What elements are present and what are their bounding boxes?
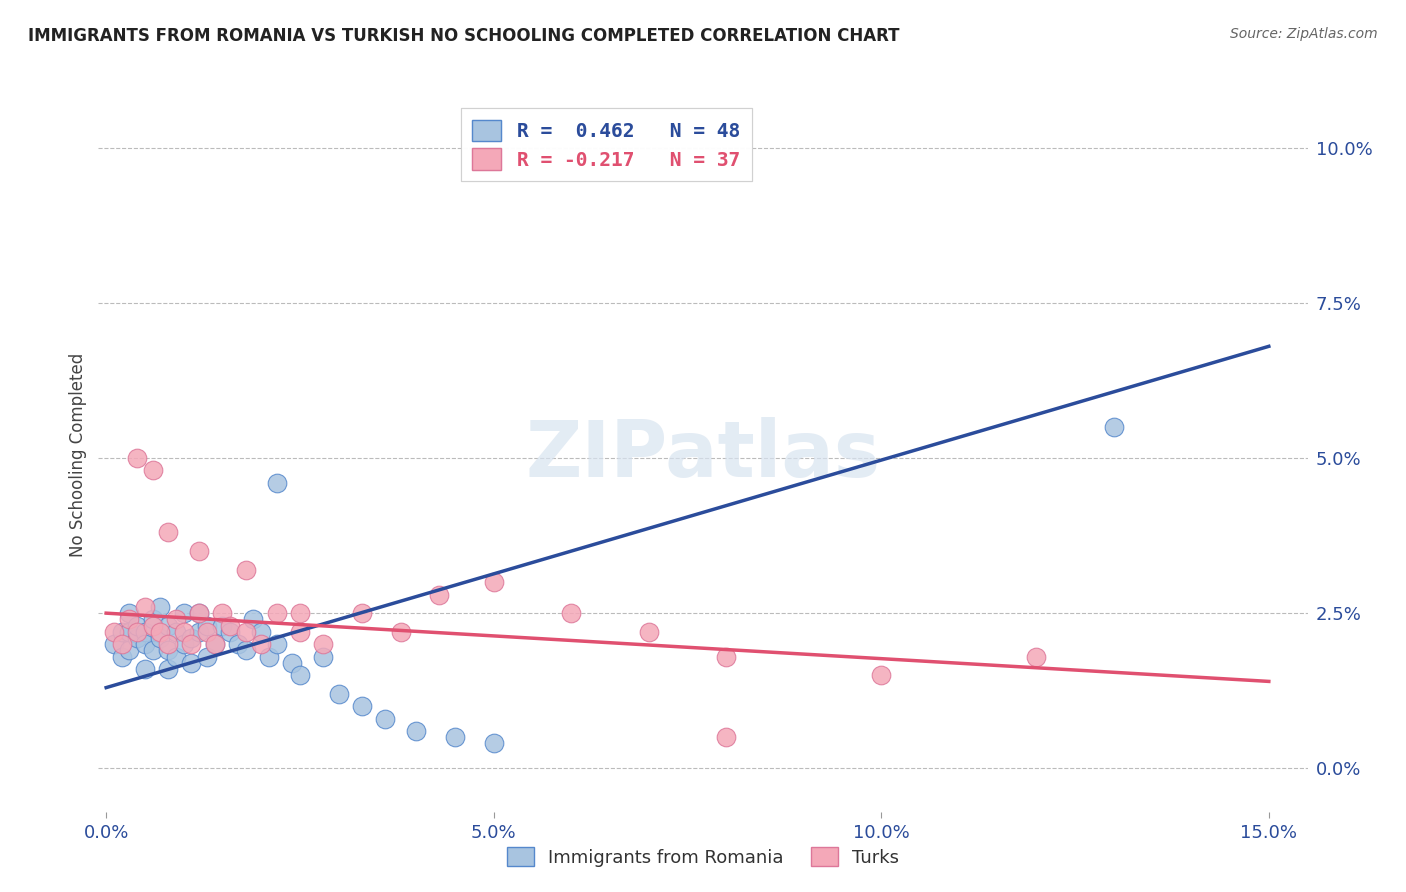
Point [195,618,218,632]
Point [188,606,211,620]
Point [180,656,202,670]
Point [429,588,451,602]
Point [1102,420,1125,434]
Point [482,575,505,590]
Point [204,637,226,651]
Point [560,606,582,620]
Legend: Immigrants from Romania, Turks: Immigrants from Romania, Turks [499,840,907,874]
Point [142,618,165,632]
Point [716,731,738,745]
Point [165,649,187,664]
Point [328,687,350,701]
Point [188,606,211,620]
Point [257,649,280,664]
Text: Source: ZipAtlas.com: Source: ZipAtlas.com [1230,27,1378,41]
Point [226,637,249,651]
Point [211,606,233,620]
Point [118,606,141,620]
Point [288,668,311,682]
Point [157,662,180,676]
Point [350,699,373,714]
Point [235,624,257,639]
Point [219,618,242,632]
Point [118,643,141,657]
Point [288,606,311,620]
Point [312,649,335,664]
Point [312,637,335,651]
Point [180,631,202,645]
Point [165,612,187,626]
Point [165,624,187,639]
Y-axis label: No Schooling Completed: No Schooling Completed [69,353,87,557]
Point [211,618,233,632]
Point [134,624,156,639]
Text: ZIPatlas: ZIPatlas [526,417,880,493]
Point [405,724,427,739]
Point [142,612,165,626]
Point [180,637,202,651]
Point [482,736,505,750]
Point [157,618,180,632]
Point [149,624,172,639]
Point [716,649,738,664]
Point [134,662,156,676]
Text: IMMIGRANTS FROM ROMANIA VS TURKISH NO SCHOOLING COMPLETED CORRELATION CHART: IMMIGRANTS FROM ROMANIA VS TURKISH NO SC… [28,27,900,45]
Point [111,637,134,651]
Point [188,624,211,639]
Point [250,637,273,651]
Point [173,606,195,620]
Point [173,624,195,639]
Point [103,624,125,639]
Point [242,612,264,626]
Point [134,637,156,651]
Point [111,624,134,639]
Point [142,463,165,477]
Legend: R =  0.462   N = 48, R = -0.217   N = 37: R = 0.462 N = 48, R = -0.217 N = 37 [461,108,752,181]
Point [637,624,659,639]
Point [195,649,218,664]
Point [157,643,180,657]
Point [870,668,893,682]
Point [118,612,141,626]
Point [127,450,149,465]
Point [127,631,149,645]
Point [266,606,288,620]
Point [250,624,273,639]
Point [157,525,180,540]
Point [204,637,226,651]
Point [235,563,257,577]
Point [173,637,195,651]
Point [389,624,412,639]
Point [288,624,311,639]
Point [149,599,172,614]
Point [118,624,141,639]
Point [134,599,156,614]
Point [188,544,211,558]
Point [111,649,134,664]
Point [127,618,149,632]
Point [266,637,288,651]
Point [142,643,165,657]
Point [149,631,172,645]
Point [374,712,396,726]
Point [219,624,242,639]
Point [1025,649,1047,664]
Point [127,624,149,639]
Point [281,656,304,670]
Point [103,637,125,651]
Point [195,624,218,639]
Point [266,475,288,490]
Point [157,637,180,651]
Point [350,606,373,620]
Point [444,731,467,745]
Point [235,643,257,657]
